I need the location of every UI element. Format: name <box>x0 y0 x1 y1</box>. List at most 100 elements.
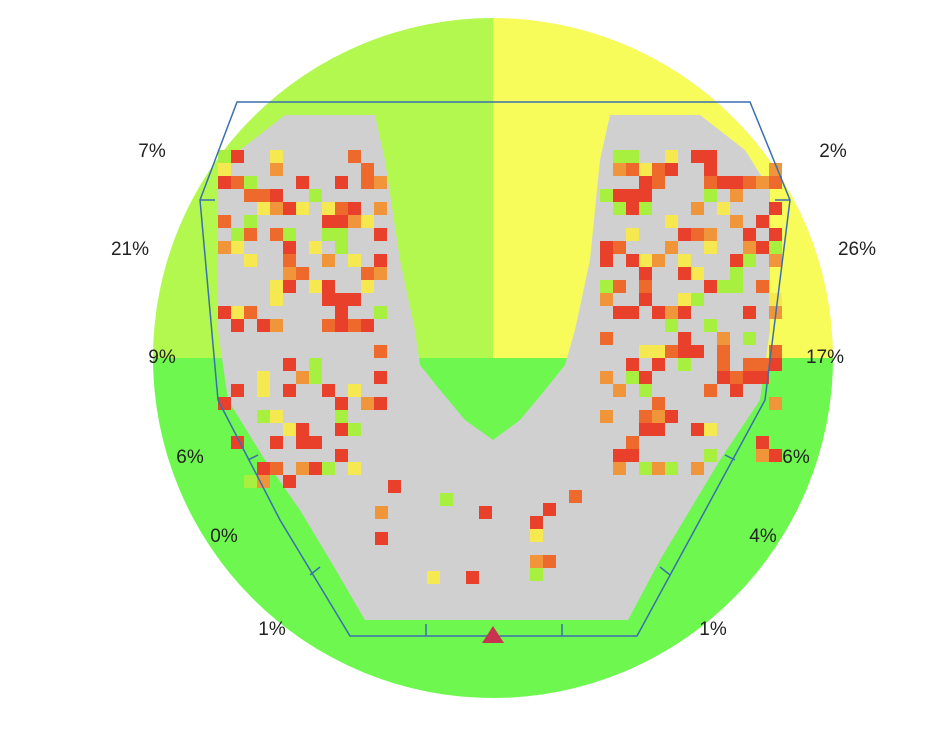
heat-cell <box>231 241 244 254</box>
heat-cell <box>626 189 639 202</box>
heat-cell <box>613 163 626 176</box>
heat-cell <box>427 571 440 584</box>
heat-cell <box>743 176 756 189</box>
heat-cell <box>374 397 387 410</box>
heat-cell <box>244 228 257 241</box>
heat-cell <box>652 410 665 423</box>
heat-cell <box>600 189 613 202</box>
heat-cell <box>322 384 335 397</box>
heat-cell <box>296 371 309 384</box>
heat-cell <box>717 202 730 215</box>
heat-cell <box>335 397 348 410</box>
heat-cell <box>626 150 639 163</box>
heat-cell <box>691 462 704 475</box>
heat-cell <box>218 241 231 254</box>
heat-cell <box>639 267 652 280</box>
heat-cell <box>665 410 678 423</box>
heat-cell <box>270 189 283 202</box>
heat-cell <box>769 449 782 462</box>
heat-cell <box>244 254 257 267</box>
heat-cell <box>348 462 361 475</box>
heat-cell <box>704 228 717 241</box>
heat-cell <box>769 293 782 306</box>
heat-cell <box>270 202 283 215</box>
heat-cell <box>769 241 782 254</box>
heat-cell <box>743 241 756 254</box>
heat-cell <box>361 176 374 189</box>
heat-cell <box>530 529 543 542</box>
heat-cell <box>348 384 361 397</box>
heat-cell <box>639 202 652 215</box>
heat-cell <box>257 475 270 488</box>
heat-cell <box>665 150 678 163</box>
heat-cell <box>717 371 730 384</box>
heat-cell <box>322 228 335 241</box>
heat-cell <box>218 150 231 163</box>
heat-cell <box>257 410 270 423</box>
heat-cell <box>231 306 244 319</box>
heat-cell <box>691 150 704 163</box>
heat-cell <box>652 176 665 189</box>
heat-cell <box>257 202 270 215</box>
heat-cell <box>678 293 691 306</box>
heat-cell <box>639 345 652 358</box>
heat-cell <box>543 503 556 516</box>
heat-cell <box>639 371 652 384</box>
heat-cell <box>466 571 479 584</box>
heat-cell <box>335 449 348 462</box>
heat-cell <box>717 358 730 371</box>
heat-cell <box>626 202 639 215</box>
heat-cell <box>756 358 769 371</box>
heat-cell <box>361 215 374 228</box>
heat-cell <box>231 228 244 241</box>
heat-cell <box>704 384 717 397</box>
heat-cell <box>257 319 270 332</box>
heat-cell <box>231 384 244 397</box>
heat-cell <box>309 462 322 475</box>
heat-cell <box>600 293 613 306</box>
heat-cell <box>756 241 769 254</box>
heat-cell <box>756 215 769 228</box>
heat-cell <box>309 241 322 254</box>
percent-label: 4% <box>749 526 777 547</box>
heat-cell <box>569 490 582 503</box>
heat-cell <box>244 176 257 189</box>
heat-cell <box>600 280 613 293</box>
heat-cell <box>717 332 730 345</box>
heat-cell <box>257 189 270 202</box>
percent-label: 1% <box>699 619 727 640</box>
heat-cell <box>335 319 348 332</box>
heat-cell <box>613 384 626 397</box>
heat-cell <box>388 480 401 493</box>
heat-cell <box>530 568 543 581</box>
heat-cell <box>348 215 361 228</box>
heat-cell <box>639 462 652 475</box>
percent-label: 9% <box>148 347 176 368</box>
heat-cell <box>283 475 296 488</box>
heat-cell <box>704 319 717 332</box>
heat-cell <box>231 436 244 449</box>
heat-cell <box>639 384 652 397</box>
heat-cell <box>218 215 231 228</box>
tick <box>247 454 259 461</box>
heat-cell <box>626 306 639 319</box>
heat-cell <box>283 280 296 293</box>
heat-cell <box>218 306 231 319</box>
heat-cell <box>322 280 335 293</box>
heat-cell <box>231 319 244 332</box>
percent-label: 17% <box>806 347 844 368</box>
heat-cell <box>704 449 717 462</box>
heat-cell <box>374 306 387 319</box>
heat-cell <box>665 345 678 358</box>
heat-cell <box>704 241 717 254</box>
heat-cell <box>626 436 639 449</box>
heat-cell <box>361 319 374 332</box>
heat-cell <box>704 176 717 189</box>
heat-cell <box>639 163 652 176</box>
heat-cell <box>270 163 283 176</box>
heat-cell <box>600 410 613 423</box>
heat-cell <box>361 280 374 293</box>
percent-label: 6% <box>176 447 204 468</box>
percent-label: 2% <box>819 141 847 162</box>
heat-cell <box>296 436 309 449</box>
